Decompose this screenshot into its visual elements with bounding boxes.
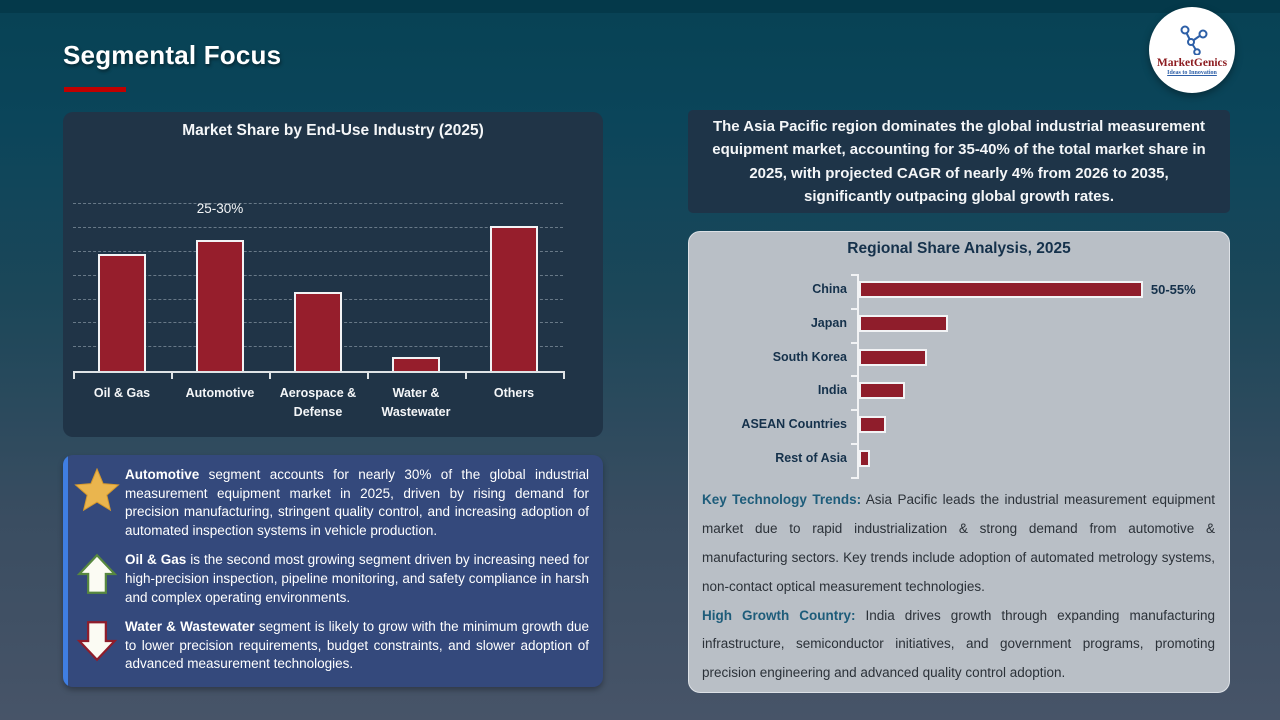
asia-pacific-summary-text: The Asia Pacific region dominates the gl… <box>712 118 1206 205</box>
axis-tick <box>367 371 369 379</box>
category-label-water-wastewater: Water & Wastewater <box>381 386 451 420</box>
bar-south-korea <box>859 348 927 366</box>
axis-tick <box>563 371 565 379</box>
asia-pacific-summary-box: The Asia Pacific region dominates the gl… <box>688 110 1230 213</box>
bar-slot <box>73 168 171 371</box>
highlight-text: Oil & Gas is the second most growing seg… <box>125 552 589 605</box>
gridline <box>73 203 563 205</box>
axis-tick <box>851 375 857 378</box>
category-label-oil-gas: Oil & Gas <box>93 386 151 400</box>
bar-slot <box>269 168 367 371</box>
end-use-chart-title: Market Share by End-Use Industry (2025) <box>182 122 484 139</box>
list-item: Water & Wastewater segment is likely to … <box>68 618 589 674</box>
category-label-others: Others <box>493 386 535 400</box>
page-title: Segmental Focus <box>63 40 282 70</box>
bar-aerospace-defense <box>294 292 342 371</box>
axis-tick <box>73 371 75 379</box>
category-label-japan: Japan <box>810 315 847 330</box>
regional-chart-plot: China 50-55% Japan South Korea India ASEAN Co… <box>701 274 1217 482</box>
bar-slot <box>465 168 563 371</box>
list-item: Oil & Gas is the second most growing seg… <box>68 551 589 607</box>
gridline <box>73 274 563 276</box>
chart-row-south-korea: South Korea <box>701 342 1217 376</box>
chart-row-china: China 50-55% <box>701 274 1217 308</box>
category-label-aerospace-defense: Aerospace & Defense <box>279 386 357 420</box>
bar-oil-gas <box>98 254 146 371</box>
data-label: 50-55% <box>1150 282 1196 297</box>
axis-tick <box>851 341 857 344</box>
x-axis-labels: Oil & Gas Automotive Aerospace & Defense Wa… <box>73 384 563 423</box>
bar-automotive <box>196 240 244 371</box>
axis-tick <box>851 443 857 445</box>
molecule-icon <box>1175 25 1209 55</box>
gridline <box>73 227 563 229</box>
logo: MarketGenics Ideas to Innovation <box>1149 7 1235 93</box>
data-label: 25-30% <box>196 201 244 216</box>
accent-stripe <box>63 455 68 687</box>
logo-brand: MarketGenics <box>1156 56 1228 69</box>
axis-tick <box>851 409 857 412</box>
top-strip <box>0 0 1280 13</box>
end-use-chart-plot: 25-30% <box>73 168 563 371</box>
category-label-asean-countries: ASEAN Countries <box>741 417 847 432</box>
category-label-china: China <box>812 282 847 296</box>
bar-india <box>859 382 905 400</box>
regional-analysis-panel: Regional Share Analysis, 2025 China 50-55… <box>688 231 1230 693</box>
axis-tick <box>851 476 857 479</box>
up-arrow-icon <box>68 553 125 595</box>
star-icon <box>68 468 125 512</box>
gridline <box>73 250 563 252</box>
trend-paragraph: High Growth Country: India drives growth… <box>702 607 1215 681</box>
highlight-text: Water & Wastewater segment is likely to … <box>125 619 589 672</box>
bar-rest-of-asia <box>859 450 870 467</box>
axis-tick <box>171 371 173 379</box>
category-label-india: India <box>817 383 847 398</box>
axis-tick <box>851 307 857 310</box>
y-axis <box>851 274 859 479</box>
bar-china <box>859 281 1143 298</box>
x-axis <box>73 371 565 379</box>
trend-paragraph: Key Technology Trends: Asia Pacific lead… <box>702 492 1215 594</box>
bar-slot <box>367 168 465 371</box>
segment-highlights-box: Automotive segment accounts for nearly 3… <box>63 455 603 687</box>
bar-japan <box>859 314 949 332</box>
category-label-automotive: Automotive <box>185 386 255 400</box>
regional-chart-title: Regional Share Analysis, 2025 <box>847 240 1071 257</box>
bar-asean-countries <box>859 416 886 434</box>
end-use-chart-panel: Market Share by End-Use Industry (2025) … <box>63 112 603 437</box>
category-label-rest-of-asia: Rest of Asia <box>775 451 847 465</box>
list-item: Automotive segment accounts for nearly 3… <box>68 466 589 541</box>
category-label-south-korea: South Korea <box>772 349 847 364</box>
bar-slot: 25-30% <box>171 168 269 371</box>
bar-water-wastewater <box>392 356 440 371</box>
axis-tick <box>465 371 467 379</box>
down-arrow-icon <box>68 620 125 662</box>
axis-tick <box>851 274 857 276</box>
regional-trends: Key Technology Trends: Asia Pacific lead… <box>702 486 1215 688</box>
chart-row-india: India <box>701 375 1217 409</box>
bar-others <box>490 225 538 371</box>
chart-row-rest-of-asia: Rest of Asia <box>701 443 1217 477</box>
logo-tagline: Ideas to Innovation <box>1167 69 1217 76</box>
chart-row-asean-countries: ASEAN Countries <box>701 409 1217 443</box>
title-underline <box>64 87 126 92</box>
chart-row-japan: Japan <box>701 308 1217 342</box>
axis-tick <box>269 371 271 379</box>
highlight-text: Automotive segment accounts for nearly 3… <box>125 467 589 538</box>
